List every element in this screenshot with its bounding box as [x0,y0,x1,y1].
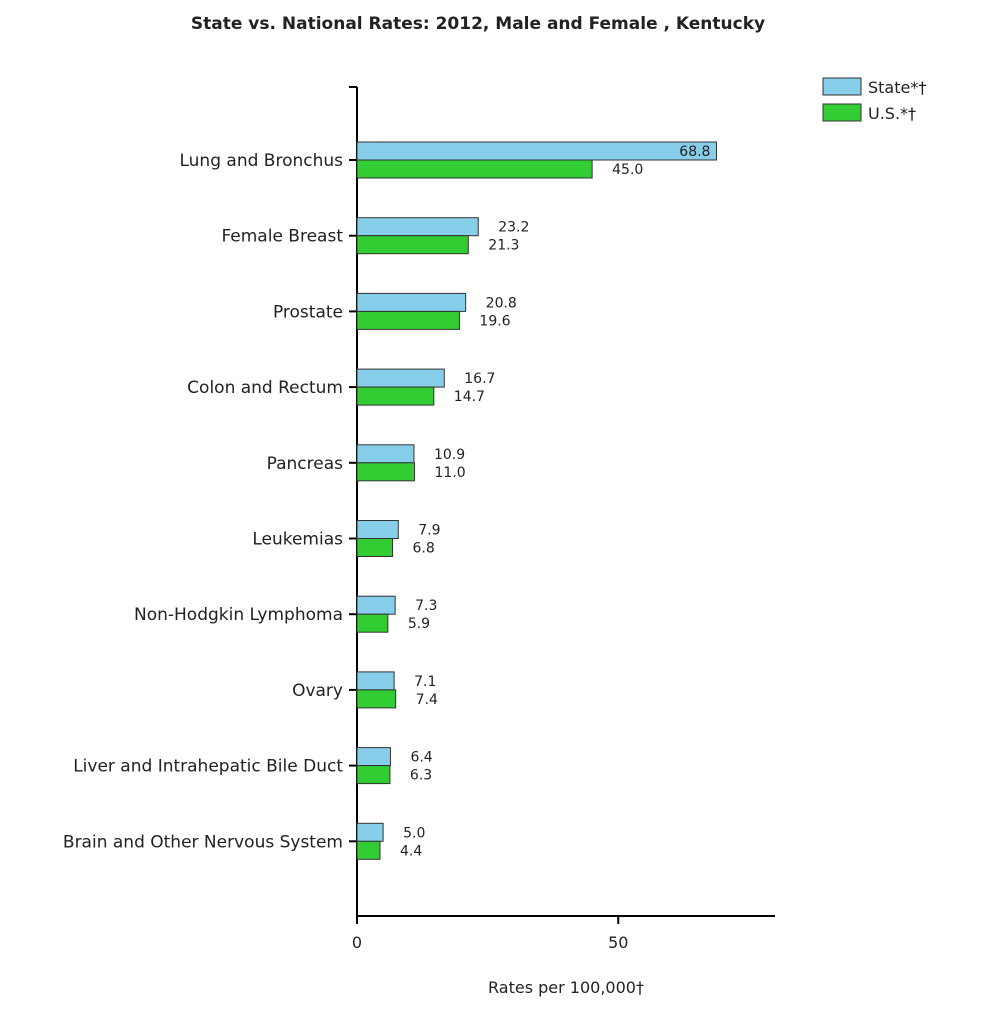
data-label-us: 6.8 [413,541,435,557]
bar-state [356,292,467,312]
x-axis-label: Rates per 100,000† [488,978,644,997]
bar-us [356,235,469,255]
data-label-state: 68.8 [679,144,710,160]
data-label-state: 20.8 [486,295,517,311]
data-label-state: 7.9 [418,523,440,539]
category-label: Leukemias [252,530,343,550]
data-label-us: 45.0 [612,162,643,178]
bar-us [356,765,391,785]
bar-us [356,386,435,406]
chart-title: State vs. National Rates: 2012, Male and… [191,14,765,34]
bar-state [356,747,391,767]
data-label-us: 7.4 [416,692,438,708]
data-label-us: 4.4 [400,843,422,859]
data-label-state: 10.9 [434,447,465,463]
bar-state [356,217,479,237]
bar-us [356,613,389,633]
category-label: Non-Hodgkin Lymphoma [134,605,343,625]
data-label-state: 6.4 [410,750,432,766]
legend-swatch-state [822,77,862,96]
bar-state [356,671,395,691]
bar-us [356,462,415,482]
x-tick-label: 50 [608,933,628,952]
category-label: Female Breast [221,227,343,247]
bar-us [356,689,397,709]
bar-state [356,368,445,388]
bar-state [356,595,396,615]
data-label-us: 5.9 [408,616,430,632]
data-label-state: 7.3 [415,598,437,614]
legend: State*† U.S.*† [822,77,926,123]
legend-swatch-us [822,103,862,122]
bar-us [356,159,593,179]
data-label-us: 6.3 [410,768,432,784]
category-label: Pancreas [267,454,344,474]
data-label-us: 19.6 [479,313,510,329]
data-label-state: 5.0 [403,825,425,841]
legend-label-state: State*† [868,78,926,97]
data-label-state: 7.1 [414,674,436,690]
category-label: Prostate [273,302,343,322]
x-tick-label: 0 [352,933,362,952]
data-label-us: 21.3 [488,238,519,254]
bar-us [356,538,394,557]
category-label: Lung and Bronchus [179,151,343,171]
bar-state [356,520,399,539]
bar-state [356,141,717,161]
data-label-us: 14.7 [454,389,485,405]
bar-us [356,310,460,330]
category-label: Brain and Other Nervous System [63,832,343,852]
bar-state [356,444,415,464]
category-label: Liver and Intrahepatic Bile Duct [73,757,343,777]
bar-us [356,840,381,860]
data-label-state: 16.7 [464,371,495,387]
data-label-state: 23.2 [498,220,529,236]
category-label: Ovary [292,681,343,701]
legend-label-us: U.S.*† [868,104,916,123]
category-label: Colon and Rectum [187,378,343,398]
data-label-us: 11.0 [434,465,465,481]
bar-state [356,822,384,842]
